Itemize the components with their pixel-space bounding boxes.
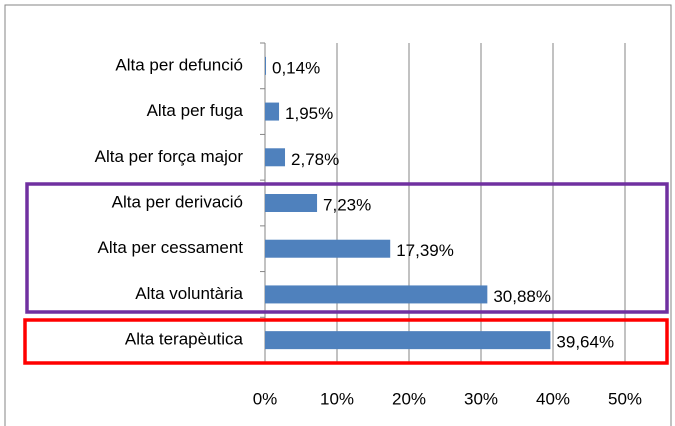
highlight-box xyxy=(25,182,669,314)
y-tick-label: Alta per defunció xyxy=(115,55,243,74)
plot: 0% 10% 20% 30% 40% 50% Alta per defunció 0,14% A… xyxy=(95,42,642,408)
value-label: 2,78% xyxy=(291,150,339,169)
bar xyxy=(265,148,286,167)
y-tick-label: Alta voluntària xyxy=(135,284,243,303)
y-tick-label: Alta terapèutica xyxy=(125,330,244,349)
value-label: 0,14% xyxy=(272,58,320,77)
value-label: 17,39% xyxy=(396,241,454,260)
x-tick-label: 0% xyxy=(253,389,278,408)
x-tick-label: 50% xyxy=(608,389,642,408)
y-tick-label: Alta per fuga xyxy=(147,101,244,120)
bar xyxy=(265,239,391,258)
x-tick-label: 40% xyxy=(536,389,570,408)
value-label: 30,88% xyxy=(493,287,551,306)
x-tick-label: 10% xyxy=(320,389,354,408)
bar xyxy=(265,102,280,121)
value-label: 7,23% xyxy=(323,195,371,214)
chart-border xyxy=(4,4,672,426)
bar xyxy=(265,331,551,350)
bar xyxy=(265,285,488,304)
value-label: 1,95% xyxy=(285,104,333,123)
highlight-box xyxy=(23,318,669,365)
x-tick-label: 20% xyxy=(392,389,426,408)
bar xyxy=(265,56,267,75)
y-tick-label: Alta per força major xyxy=(95,147,244,166)
value-label: 39,64% xyxy=(556,333,614,352)
x-tick-label: 30% xyxy=(464,389,498,408)
y-tick-label: Alta per cessament xyxy=(97,238,243,257)
bar xyxy=(265,194,318,212)
y-tick-label: Alta per derivació xyxy=(112,192,243,211)
